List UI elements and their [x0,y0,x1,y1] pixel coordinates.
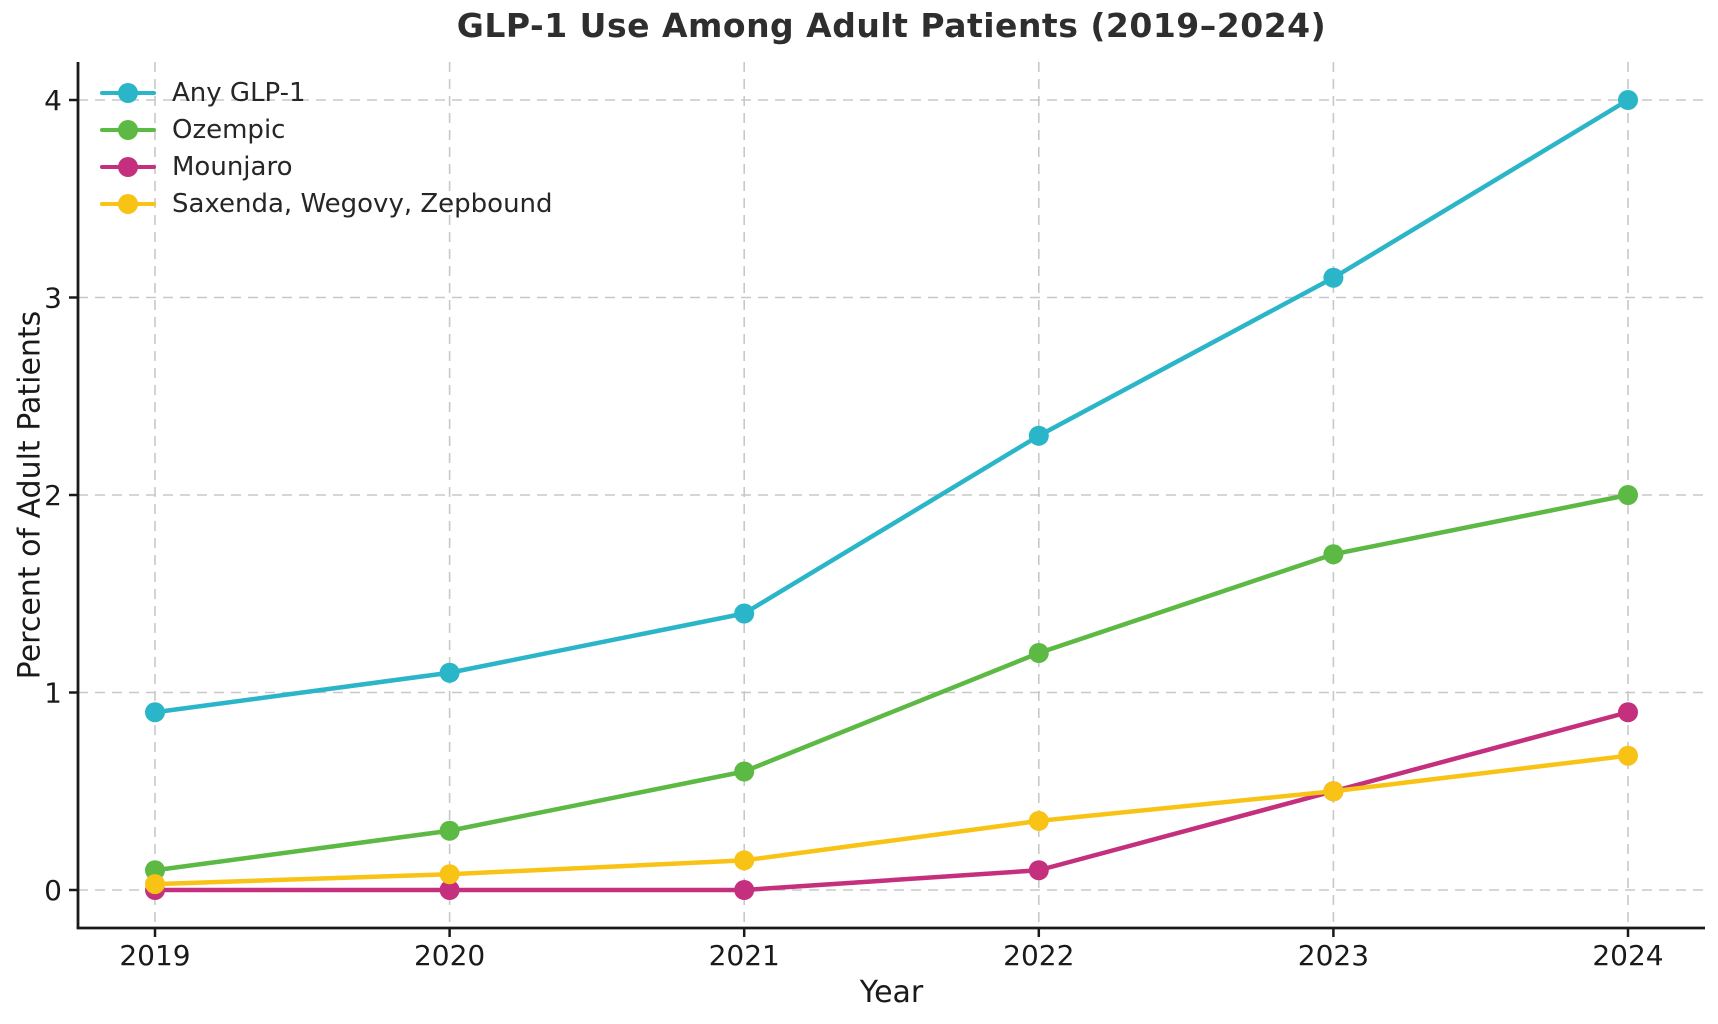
series-line [152,492,1631,873]
data-point [145,860,165,881]
data-point [145,702,165,723]
data-point [734,761,755,782]
data-point [734,603,755,624]
legend-swatch-icon [100,82,156,103]
legend-label: Mounjaro [172,151,293,182]
legend-label: Any GLP-1 [172,77,306,108]
x-tick-label: 2019 [119,939,190,972]
y-tick-label: 0 [44,874,62,907]
data-point [1618,745,1638,766]
legend-label: Saxenda, Wegovy, Zepbound [172,188,553,219]
legend: Any GLP-1 Ozempic Mounjaro Saxenda, Wego… [100,74,553,222]
data-point [439,864,460,885]
data-point [1323,544,1344,565]
legend-label: Ozempic [172,114,286,145]
chart-title: GLP-1 Use Among Adult Patients (2019–202… [456,6,1327,45]
data-point [1323,781,1344,802]
data-point [1618,485,1638,505]
legend-item-saxenda-wegovy-zepbound: Saxenda, Wegovy, Zepbound [100,185,553,222]
x-tick-label: 2024 [1592,939,1663,972]
legend-item-ozempic: Ozempic [100,111,553,148]
legend-swatch-icon [100,156,156,177]
data-point [439,820,460,841]
data-point [145,874,165,895]
data-point [1028,810,1049,831]
data-point [439,880,460,900]
y-tick-label: 3 [44,282,62,315]
data-point [1028,425,1049,446]
data-point [734,880,755,900]
legend-swatch-icon [100,193,156,214]
data-point [1028,860,1049,881]
series-line [152,97,1631,715]
legend-item-any-glp1: Any GLP-1 [100,74,553,111]
x-tick-label: 2020 [414,939,485,972]
series-line [152,753,1631,887]
legend-swatch-icon [100,119,156,140]
data-point [1323,267,1344,288]
series-line [152,710,1631,893]
y-tick-label: 1 [44,677,62,710]
data-point [1618,90,1638,110]
y-tick-label: 4 [44,84,62,117]
data-point [1028,643,1049,663]
x-tick-label: 2023 [1298,939,1369,972]
data-point [1618,702,1638,723]
x-axis-label: Year [859,975,924,1010]
x-tick-label: 2021 [709,939,780,972]
data-point [734,850,755,871]
data-point [439,662,460,683]
legend-item-mounjaro: Mounjaro [100,148,553,185]
y-tick-label: 2 [44,479,62,512]
x-tick-label: 2022 [1003,939,1074,972]
